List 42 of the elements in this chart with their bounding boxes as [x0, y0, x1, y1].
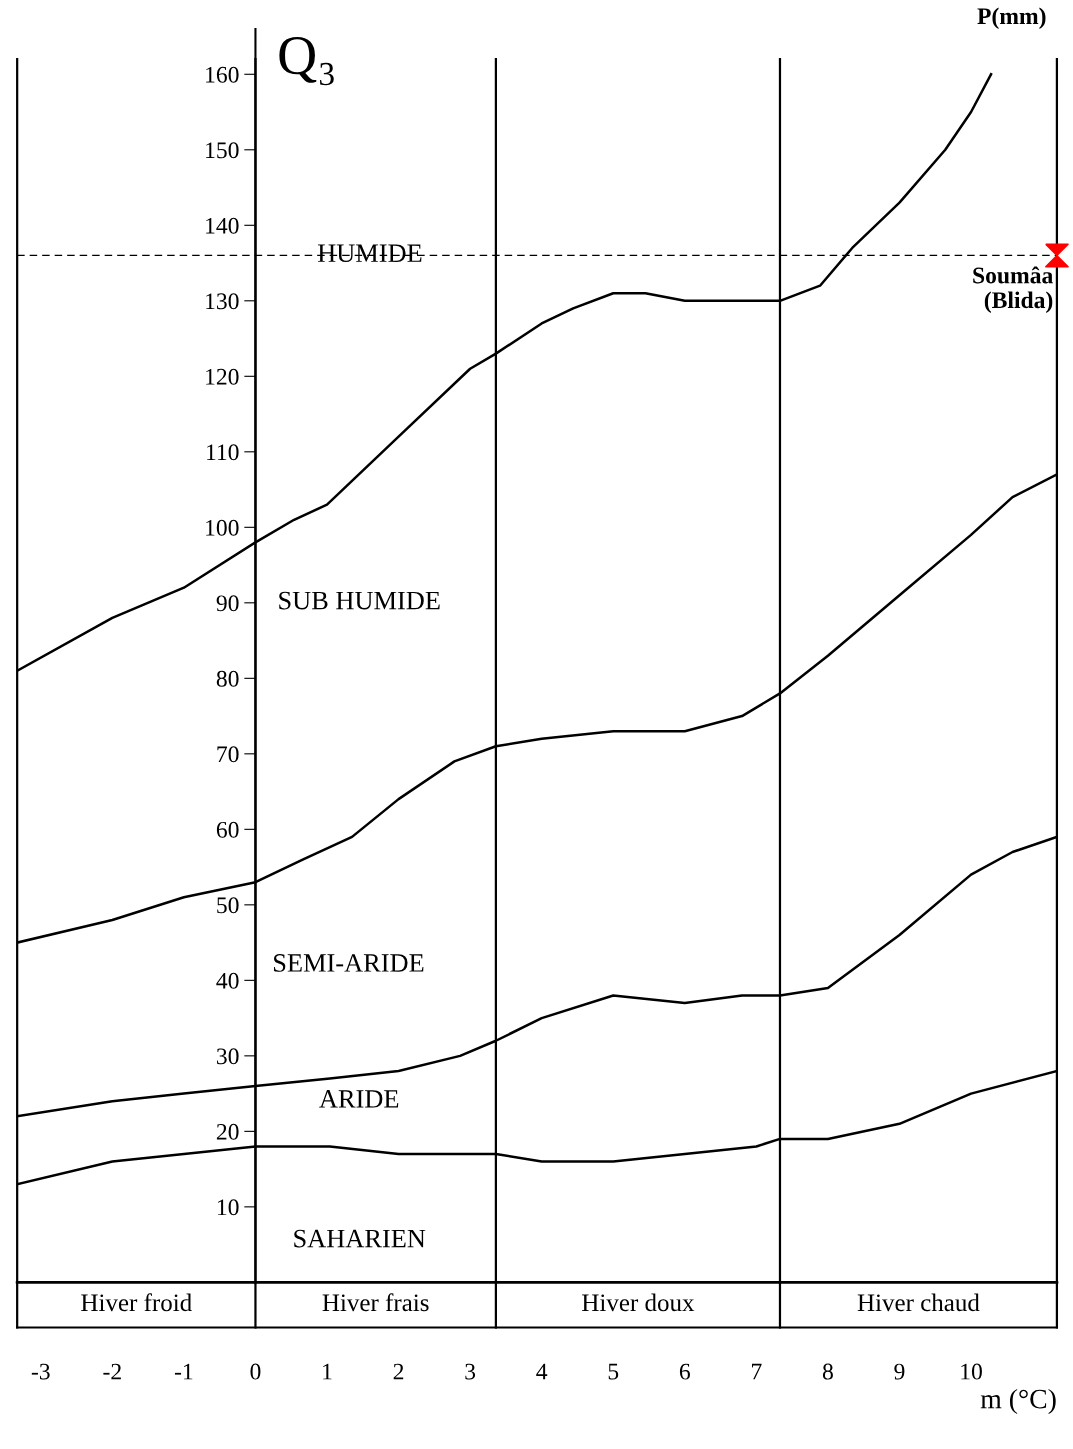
annotation: ARIDE	[319, 1090, 399, 1108]
x-tick-label: -2	[103, 1363, 121, 1380]
y-tick-label: 90	[216, 595, 239, 612]
chart-title: Q₃	[279, 37, 334, 86]
y-tick-label: 150	[206, 142, 239, 159]
x-tick-label: 3	[465, 1363, 476, 1380]
x-tick-label: 5	[608, 1363, 619, 1380]
x-tick-label: -1	[174, 1363, 193, 1380]
x-tick-label: 6	[679, 1363, 690, 1380]
text: Hiver chaud	[857, 1293, 980, 1312]
x-tick-label: 7	[752, 1363, 762, 1380]
x-tick-label: 10	[961, 1363, 982, 1380]
annotation: SUB HUMIDE	[279, 591, 440, 610]
y-tick-label: 100	[206, 519, 239, 536]
y-tick-label: 80	[216, 670, 239, 687]
y-tick-label: 130	[206, 293, 239, 310]
annotation: SAHARIEN	[294, 1229, 426, 1248]
y-tick-label: 70	[217, 746, 239, 763]
series-label: Soumâa (Blida)	[973, 266, 1053, 313]
x-axis-title: m (°C)	[980, 1388, 1056, 1415]
y-tick-label: 10	[217, 1199, 239, 1216]
y-tick-label: 30	[217, 1048, 239, 1065]
x-tick-label: 0	[250, 1363, 261, 1380]
x-tick-label: -3	[31, 1363, 50, 1380]
x-tick-label: 8	[822, 1363, 833, 1380]
y-axis-title: P(mm)	[977, 7, 1046, 29]
text: Hiver frais	[322, 1293, 429, 1312]
y-tick-label: 60	[216, 821, 239, 838]
annotation: SEMI-ARIDE	[274, 954, 424, 972]
y-tick-label: 110	[207, 444, 239, 461]
y-tick-label: 120	[206, 368, 239, 385]
x-tick-label: 4	[536, 1363, 548, 1380]
y-tick-label: 40	[216, 972, 239, 989]
y-tick-label: 140	[206, 217, 239, 234]
y-tick-label: 20	[216, 1123, 239, 1140]
x-tick-label: 9	[894, 1363, 905, 1380]
text: Hiver froid	[81, 1293, 192, 1312]
y-tick-label: 50	[217, 897, 239, 914]
x-tick-label: 1	[323, 1363, 332, 1380]
text: Hiver doux	[582, 1293, 695, 1312]
y-tick-label: 160	[206, 66, 239, 83]
x-tick-label: 2	[393, 1363, 404, 1380]
